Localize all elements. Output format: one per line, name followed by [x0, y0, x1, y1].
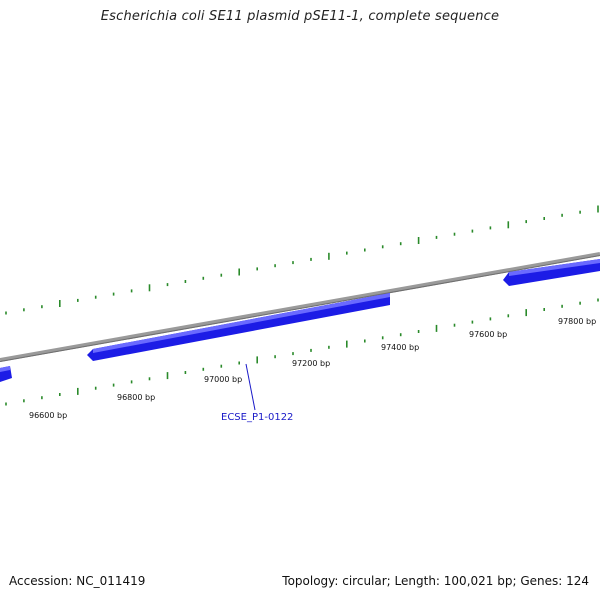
outer-tick-track — [5, 205, 599, 315]
ruler-label: 97600 bp — [469, 330, 507, 339]
ruler-label: 96800 bp — [117, 393, 155, 402]
ruler-label: 97400 bp — [381, 343, 419, 352]
ruler-label: 97000 bp — [204, 375, 242, 384]
ruler-label: 96600 bp — [29, 411, 67, 420]
sequence-backbone-shadow — [0, 255, 600, 362]
ruler-labels: 96600 bp 96800 bp 97000 bp 97200 bp 97400 bp… — [29, 317, 596, 420]
sequence-backbone — [0, 252, 600, 362]
gene-label-leader — [245, 363, 256, 411]
topology-summary: Topology: circular; Length: 100,021 bp; … — [282, 574, 589, 588]
map-title: Escherichia coli SE11 plasmid pSE11-1, c… — [100, 9, 500, 24]
gene-feature[interactable] — [87, 293, 390, 361]
gene-feature[interactable] — [0, 366, 12, 382]
ruler-label: 97200 bp — [292, 359, 330, 368]
gene-feature[interactable] — [503, 259, 600, 286]
ruler-label: 97800 bp — [558, 317, 596, 326]
ruler-tick-track — [5, 298, 599, 406]
gene-label: ECSE_P1-0122 — [221, 412, 293, 423]
accession-text: Accession: NC_011419 — [9, 574, 146, 588]
